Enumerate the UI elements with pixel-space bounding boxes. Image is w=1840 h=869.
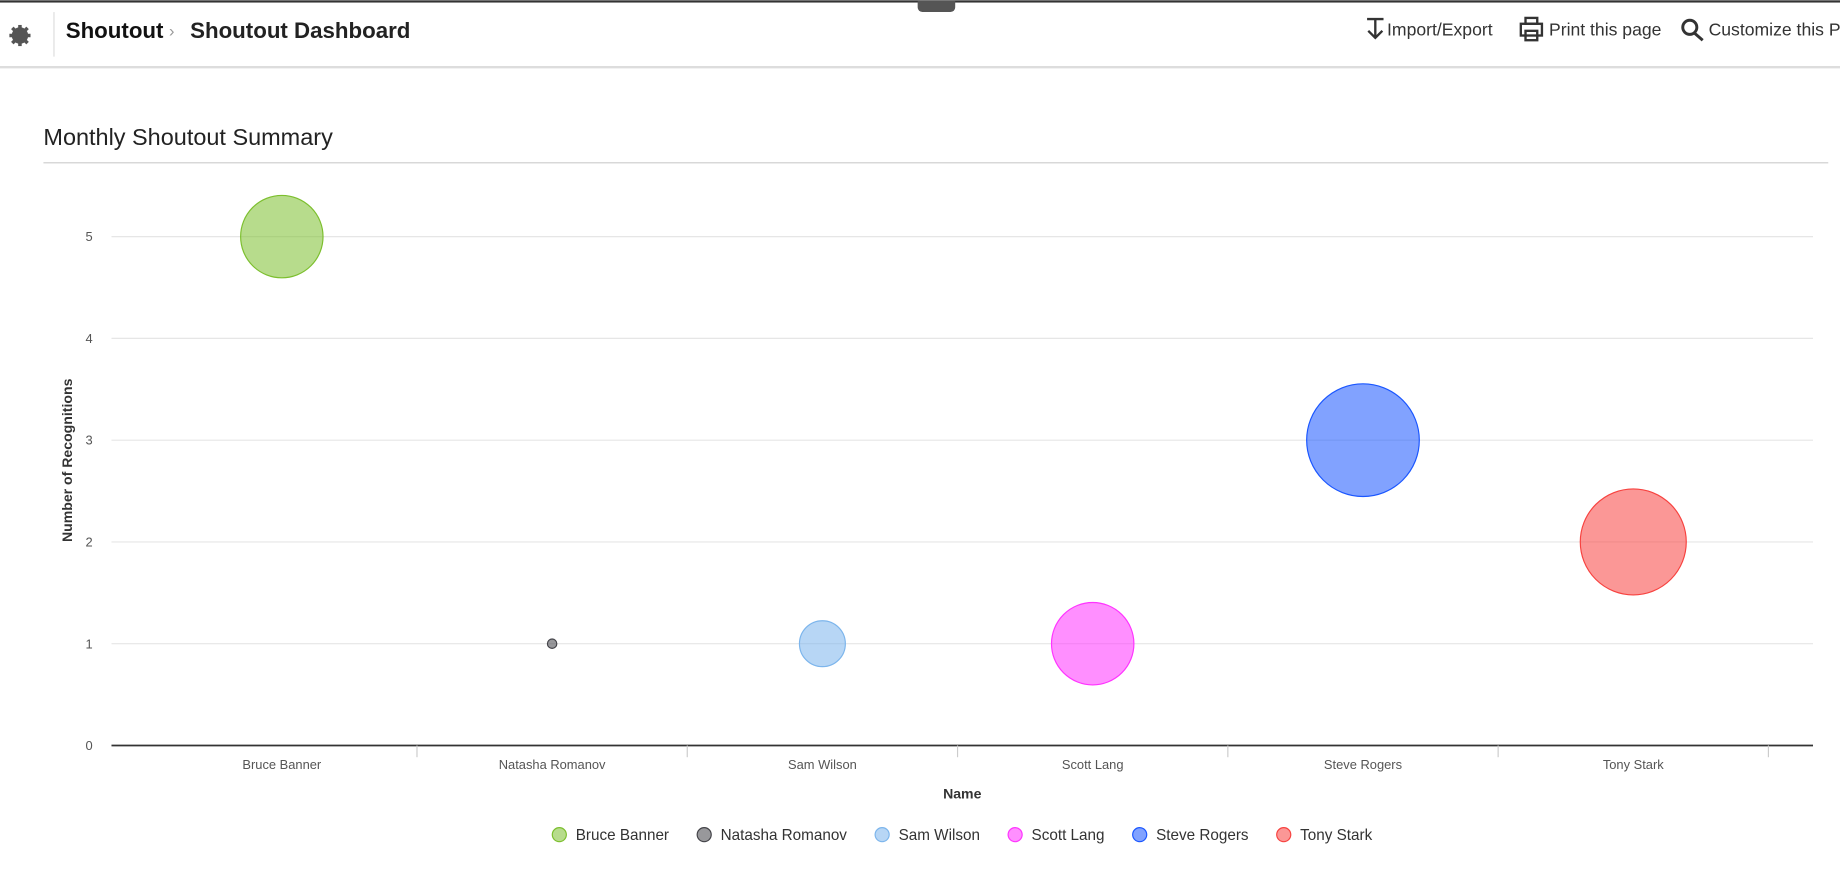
legend-item[interactable]: Bruce Banner [551,827,669,844]
bubble [798,620,846,668]
breadcrumb-separator: › [169,22,174,40]
legend-label: Sam Wilson [899,827,980,844]
legend-symbol [551,827,567,843]
breadcrumb-page: Shoutout Dashboard [190,18,410,43]
x-tick-label: Bruce Banner [242,757,322,772]
bubble [546,638,558,649]
print-page[interactable]: Print this page [1549,19,1661,39]
x-tick-label: Steve Rogers [1324,757,1402,772]
legend-item[interactable]: Sam Wilson [874,827,980,844]
legend-label: Steve Rogers [1156,827,1249,844]
legend-symbol [1132,827,1148,843]
y-tick-label: 1 [86,636,93,651]
y-tick-label: 3 [86,433,93,448]
legend-symbol [874,827,890,843]
legend-label: Bruce Banner [576,827,669,844]
bubble [240,194,324,279]
bubble [1306,383,1420,498]
collapse-tab[interactable] [917,0,956,13]
x-tick-label: Natasha Romanov [499,757,606,772]
legend-label: Tony Stark [1300,827,1372,844]
legend-label: Natasha Romanov [721,827,848,844]
y-tick-label: 4 [86,331,93,346]
chart-title: Monthly Shoutout Summary [43,124,333,150]
legend-item[interactable]: Steve Rogers [1132,827,1249,844]
customize-page[interactable]: Customize this Pa [1709,19,1840,39]
breadcrumb-app[interactable]: Shoutout [66,18,164,43]
legend-symbol [1276,827,1292,843]
legend-item[interactable]: Scott Lang [1007,827,1105,844]
import-export[interactable]: Import/Export [1387,19,1493,39]
x-axis-title: Name [943,785,982,801]
x-tick-label: Scott Lang [1062,757,1124,772]
x-tick-label: Tony Stark [1603,757,1664,772]
y-tick-label: 2 [86,535,93,550]
legend-label: Scott Lang [1032,827,1105,844]
legend-symbol [1007,827,1023,843]
plot-area: 0 1 2 3 4 5 Bruce Banner Natasha Romanov Sam Wil… [86,194,1814,844]
y-tick-label: 5 [86,229,93,244]
legend-symbol [696,827,712,843]
x-tick-label: Sam Wilson [788,757,857,772]
legend-item[interactable]: Natasha Romanov [696,827,848,844]
legend: Bruce Banner Natasha Romanov Sam Wilson Sco… [551,827,1373,844]
y-axis-title: Number of Recognitions [59,378,75,542]
bubble [1050,601,1135,686]
search-icon [1681,18,1704,42]
legend-item[interactable]: Tony Stark [1276,827,1373,844]
import-icon [1367,17,1384,40]
settings-icon[interactable] [9,24,31,47]
y-tick-label: 0 [86,738,93,753]
bubble [1579,488,1687,596]
print-icon [1519,16,1544,42]
